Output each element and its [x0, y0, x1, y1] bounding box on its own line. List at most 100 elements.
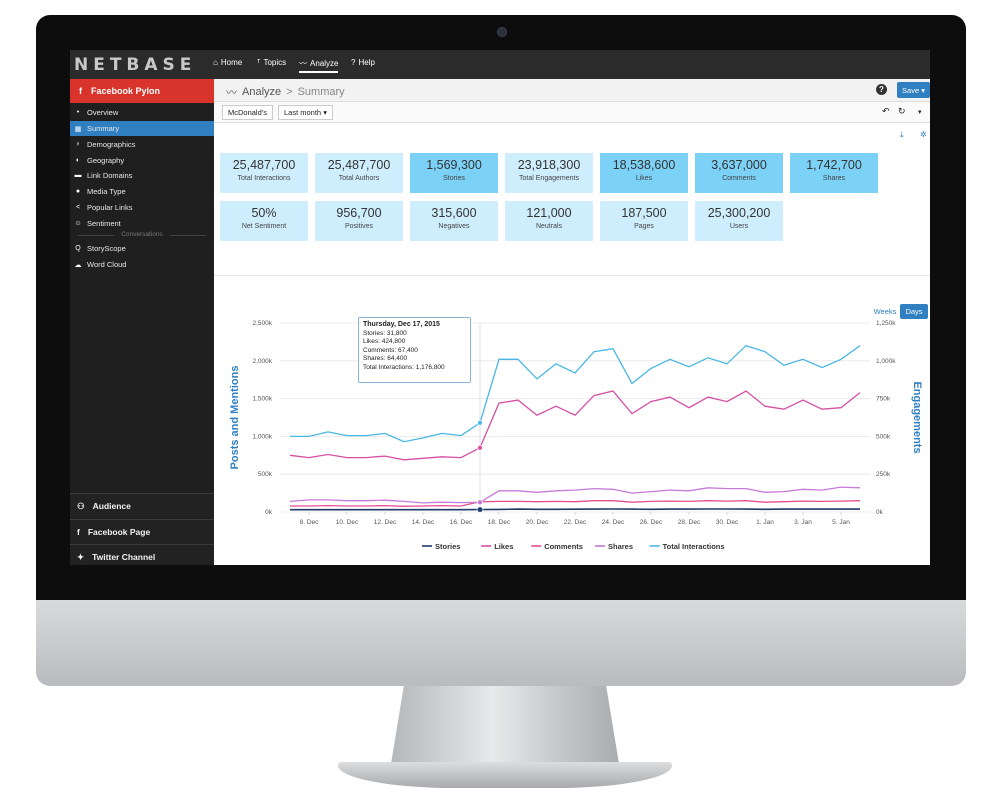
metric-comments[interactable]: 3,637,000 Comments: [695, 153, 783, 193]
metric-value: 25,487,700: [232, 158, 296, 172]
breadcrumb: 〰 Analyze > Summary: [226, 84, 345, 100]
range-days-button[interactable]: Days: [900, 304, 928, 319]
sidebar-header-label: Facebook Pylon: [91, 86, 161, 96]
sidebar-item-overview[interactable]: • Overview: [70, 105, 214, 120]
y-tick-label: 0k: [265, 509, 273, 516]
refresh-icon[interactable]: ↻: [898, 106, 906, 116]
nav-help[interactable]: ? Help: [351, 58, 375, 67]
legend-label-comments: Comments: [544, 542, 583, 551]
x-tick-label: 22. Dec: [564, 519, 587, 526]
sidebar-item-label: Geography: [87, 156, 125, 165]
metric-value: 23,918,300: [517, 158, 581, 172]
y2-tick-label: 250k: [876, 471, 891, 478]
analyze-icon: 〰: [299, 59, 307, 68]
undo-icon[interactable]: ↶: [882, 106, 890, 116]
metric-total-engagements[interactable]: 23,918,300 Total Engagements: [505, 153, 593, 193]
breadcrumb-bar: 〰 Analyze > Summary ? Save ▾: [214, 79, 930, 102]
nav-home[interactable]: ⌂ Home: [213, 58, 242, 67]
gear-icon[interactable]: ✲: [920, 130, 927, 139]
metric-total-authors[interactable]: 25,487,700 Total Authors: [315, 153, 403, 193]
sidebar-item-label: Sentiment: [87, 219, 121, 228]
link-icon: ▬: [74, 172, 82, 179]
chevron-down-icon[interactable]: ▾: [918, 109, 922, 116]
section-divider: [214, 275, 930, 276]
metric-value: 315,600: [431, 206, 477, 220]
facebook-icon: f: [77, 527, 80, 537]
sidebar-bottom-audience[interactable]: ⚇ Audience: [70, 493, 214, 518]
save-button[interactable]: Save ▾: [897, 82, 930, 98]
sidebar-item-sentiment[interactable]: ☺ Sentiment: [70, 216, 214, 231]
download-icon[interactable]: ⤓: [900, 130, 904, 139]
sidebar-item-demographics[interactable]: ♀ Demographics: [70, 137, 214, 152]
metric-label: Pages: [634, 223, 654, 230]
nav-analyze-label: Analyze: [310, 59, 339, 68]
period-dropdown[interactable]: Last month ▾: [278, 105, 333, 120]
metric-label: Positives: [344, 223, 373, 230]
breadcrumb-section[interactable]: Analyze: [242, 86, 282, 98]
y-tick-label: 500k: [258, 471, 273, 478]
globe-icon: ◐: [75, 157, 81, 164]
metric-shares[interactable]: 1,742,700 Shares: [790, 153, 878, 193]
series-line-stories: [290, 508, 860, 511]
sidebar-header-facebook-pylon[interactable]: f Facebook Pylon: [70, 79, 214, 103]
metric-likes[interactable]: 18,538,600 Likes: [600, 153, 688, 193]
series-line-total-interactions: [290, 344, 861, 443]
main-content: 〰 Analyze > Summary ? Save ▾ McDonald's …: [214, 79, 930, 565]
sidebar-item-storyscope[interactable]: Q StoryScope: [70, 241, 214, 256]
nav-analyze[interactable]: 〰 Analyze: [299, 58, 339, 73]
y-tick-label: 2,000k: [252, 358, 272, 365]
sidebar-item-popular-links[interactable]: < Popular Links: [70, 200, 214, 215]
tooltip-line: Total Interactions: 1,176,800: [363, 363, 445, 371]
legend-label-shares: Shares: [608, 542, 633, 551]
netbase-logo[interactable]: NETBASE: [74, 55, 197, 75]
sidebar-bottom-facebook-page[interactable]: f Facebook Page: [70, 519, 214, 544]
sidebar-item-label: StoryScope: [87, 244, 126, 253]
y2-tick-label: 500k: [876, 433, 891, 440]
home-icon: ⌂: [213, 58, 218, 67]
y-tick-label: 1,000k: [252, 433, 272, 440]
metric-label: Total Authors: [338, 175, 380, 182]
metric-total-interactions[interactable]: 25,487,700 Total Interactions: [220, 153, 308, 193]
metric-pages[interactable]: 187,500 Pages: [600, 201, 688, 241]
x-tick-label: 26. Dec: [640, 519, 663, 526]
tooltip-line: Stories: 31,800: [363, 329, 407, 337]
metric-label: Total Engagements: [519, 175, 579, 182]
x-tick-label: 18. Dec: [488, 519, 511, 526]
x-tick-label: 20. Dec: [526, 519, 549, 526]
legend-label-total-interactions: Total Interactions: [663, 542, 725, 551]
person-icon: ♀: [75, 141, 81, 148]
x-tick-label: 12. Dec: [374, 519, 397, 526]
metric-stories[interactable]: 1,569,300 Stories: [410, 153, 498, 193]
y2-tick-label: 750k: [876, 396, 891, 403]
help-icon[interactable]: ?: [876, 84, 887, 95]
sidebar-item-media-type[interactable]: ● Media Type: [70, 184, 214, 199]
tooltip-line: Comments: 67,400: [363, 346, 418, 354]
metric-label: Neutrals: [535, 223, 563, 230]
range-weeks-button[interactable]: Weeks: [873, 307, 897, 316]
x-tick-label: 28. Dec: [678, 519, 701, 526]
x-tick-label: 5. Jan: [832, 519, 850, 526]
metric-net-sentiment[interactable]: 50% Net Sentiment: [220, 201, 308, 241]
tooltip-line: Likes: 424,800: [363, 338, 406, 345]
x-tick-label: 24. Dec: [602, 519, 625, 526]
metric-neutrals[interactable]: 121,000 Neutrals: [505, 201, 593, 241]
sidebar-item-geography[interactable]: ◐ Geography: [70, 153, 214, 168]
sidebar-item-summary[interactable]: ▦ Summary: [70, 121, 214, 136]
topic-filter[interactable]: McDonald's: [222, 105, 273, 120]
metric-positives[interactable]: 956,700 Positives: [315, 201, 403, 241]
lightbulb-icon: •: [76, 109, 80, 116]
sidebar-bottom-twitter-channel[interactable]: ✦ Twitter Channel: [70, 544, 214, 565]
facebook-icon: f: [79, 86, 82, 96]
sidebar-item-label: Popular Links: [87, 203, 133, 212]
sidebar-item-word-cloud[interactable]: ☁ Word Cloud: [70, 257, 214, 272]
x-tick-label: 1. Jan: [756, 519, 774, 526]
metric-label: Negatives: [438, 223, 470, 230]
nav-topics[interactable]: ᵀ Topics: [257, 58, 286, 67]
sidebar-item-link-domains[interactable]: ▬ Link Domains: [70, 168, 214, 183]
metric-negatives[interactable]: 315,600 Negatives: [410, 201, 498, 241]
tooltip-title: Thursday, Dec 17, 2015: [363, 321, 440, 328]
metric-users[interactable]: 25,300,200 Users: [695, 201, 783, 241]
metric-label: Net Sentiment: [241, 223, 287, 230]
sidebar-item-label: Word Cloud: [87, 260, 127, 269]
